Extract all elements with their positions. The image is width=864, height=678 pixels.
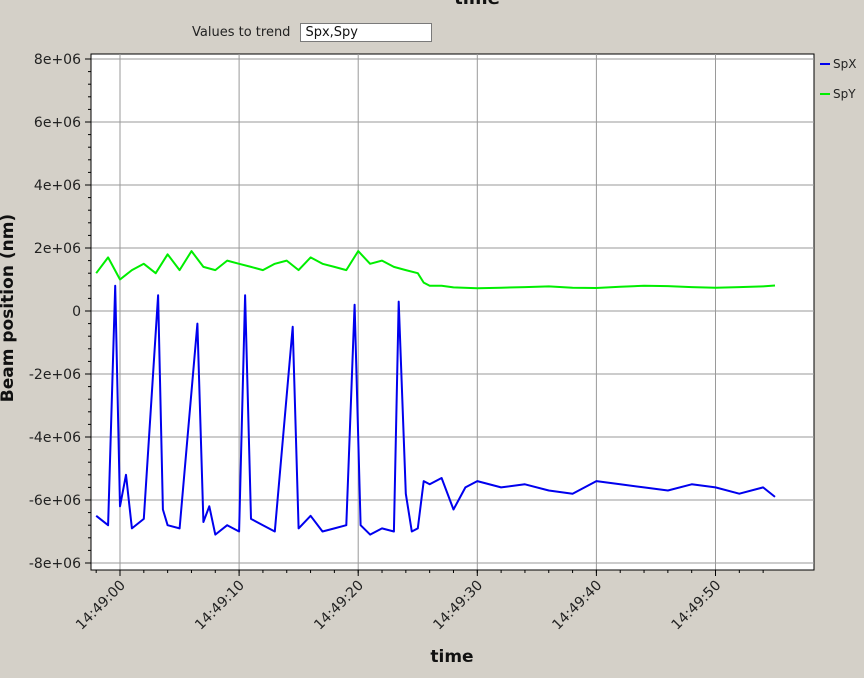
- x-tick-label: 14:49:40: [549, 578, 605, 634]
- x-tick-label: 14:49:20: [311, 578, 367, 634]
- x-tick-label: 14:49:30: [430, 578, 486, 634]
- y-tick-label: -8e+06: [29, 556, 81, 572]
- series-layer: [95, 250, 776, 536]
- x-tick-label: 14:49:00: [73, 578, 129, 634]
- x-axis-title: time: [430, 647, 473, 667]
- plot-area: [90, 53, 815, 571]
- y-tick-label: -6e+06: [29, 493, 81, 509]
- y-tick-label: -2e+06: [29, 367, 81, 383]
- y-tick-label: 8e+06: [34, 52, 81, 68]
- legend-label-spy[interactable]: SpY: [833, 87, 856, 101]
- x-tick-label: 14:49:50: [669, 578, 725, 634]
- trend-input[interactable]: [300, 23, 433, 42]
- y-tick-label: 6e+06: [34, 115, 81, 131]
- y-tick-label: 2e+06: [34, 241, 81, 257]
- y-tick-label: -4e+06: [29, 430, 81, 446]
- top-title: time: [0, 0, 864, 9]
- x-tick-label: 14:49:10: [192, 578, 248, 634]
- y-tick-label: 4e+06: [34, 178, 81, 194]
- y-axis-title: Beam position (nm): [0, 214, 18, 402]
- legend-label-spx[interactable]: SpX: [833, 57, 856, 71]
- series-line-spy: [95, 250, 776, 290]
- trend-row: Values to trend: [192, 23, 433, 42]
- series-line-spx: [95, 284, 776, 536]
- trend-label: Values to trend: [192, 25, 291, 40]
- legend[interactable]: SpX SpY: [820, 57, 856, 101]
- y-tick-label: 0: [72, 304, 81, 320]
